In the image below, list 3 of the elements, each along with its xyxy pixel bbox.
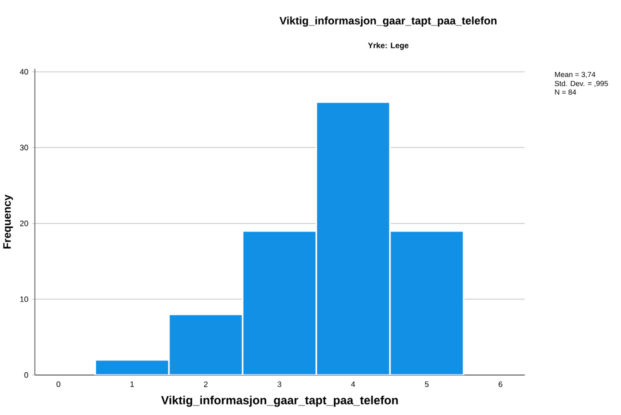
x-axis-title: Viktig_informasjon_gaar_tapt_paa_telefon <box>161 396 398 407</box>
chart-title: Viktig_informasjon_gaar_tapt_paa_telefon <box>280 16 496 26</box>
y-axis-title: Frequency <box>3 194 13 248</box>
